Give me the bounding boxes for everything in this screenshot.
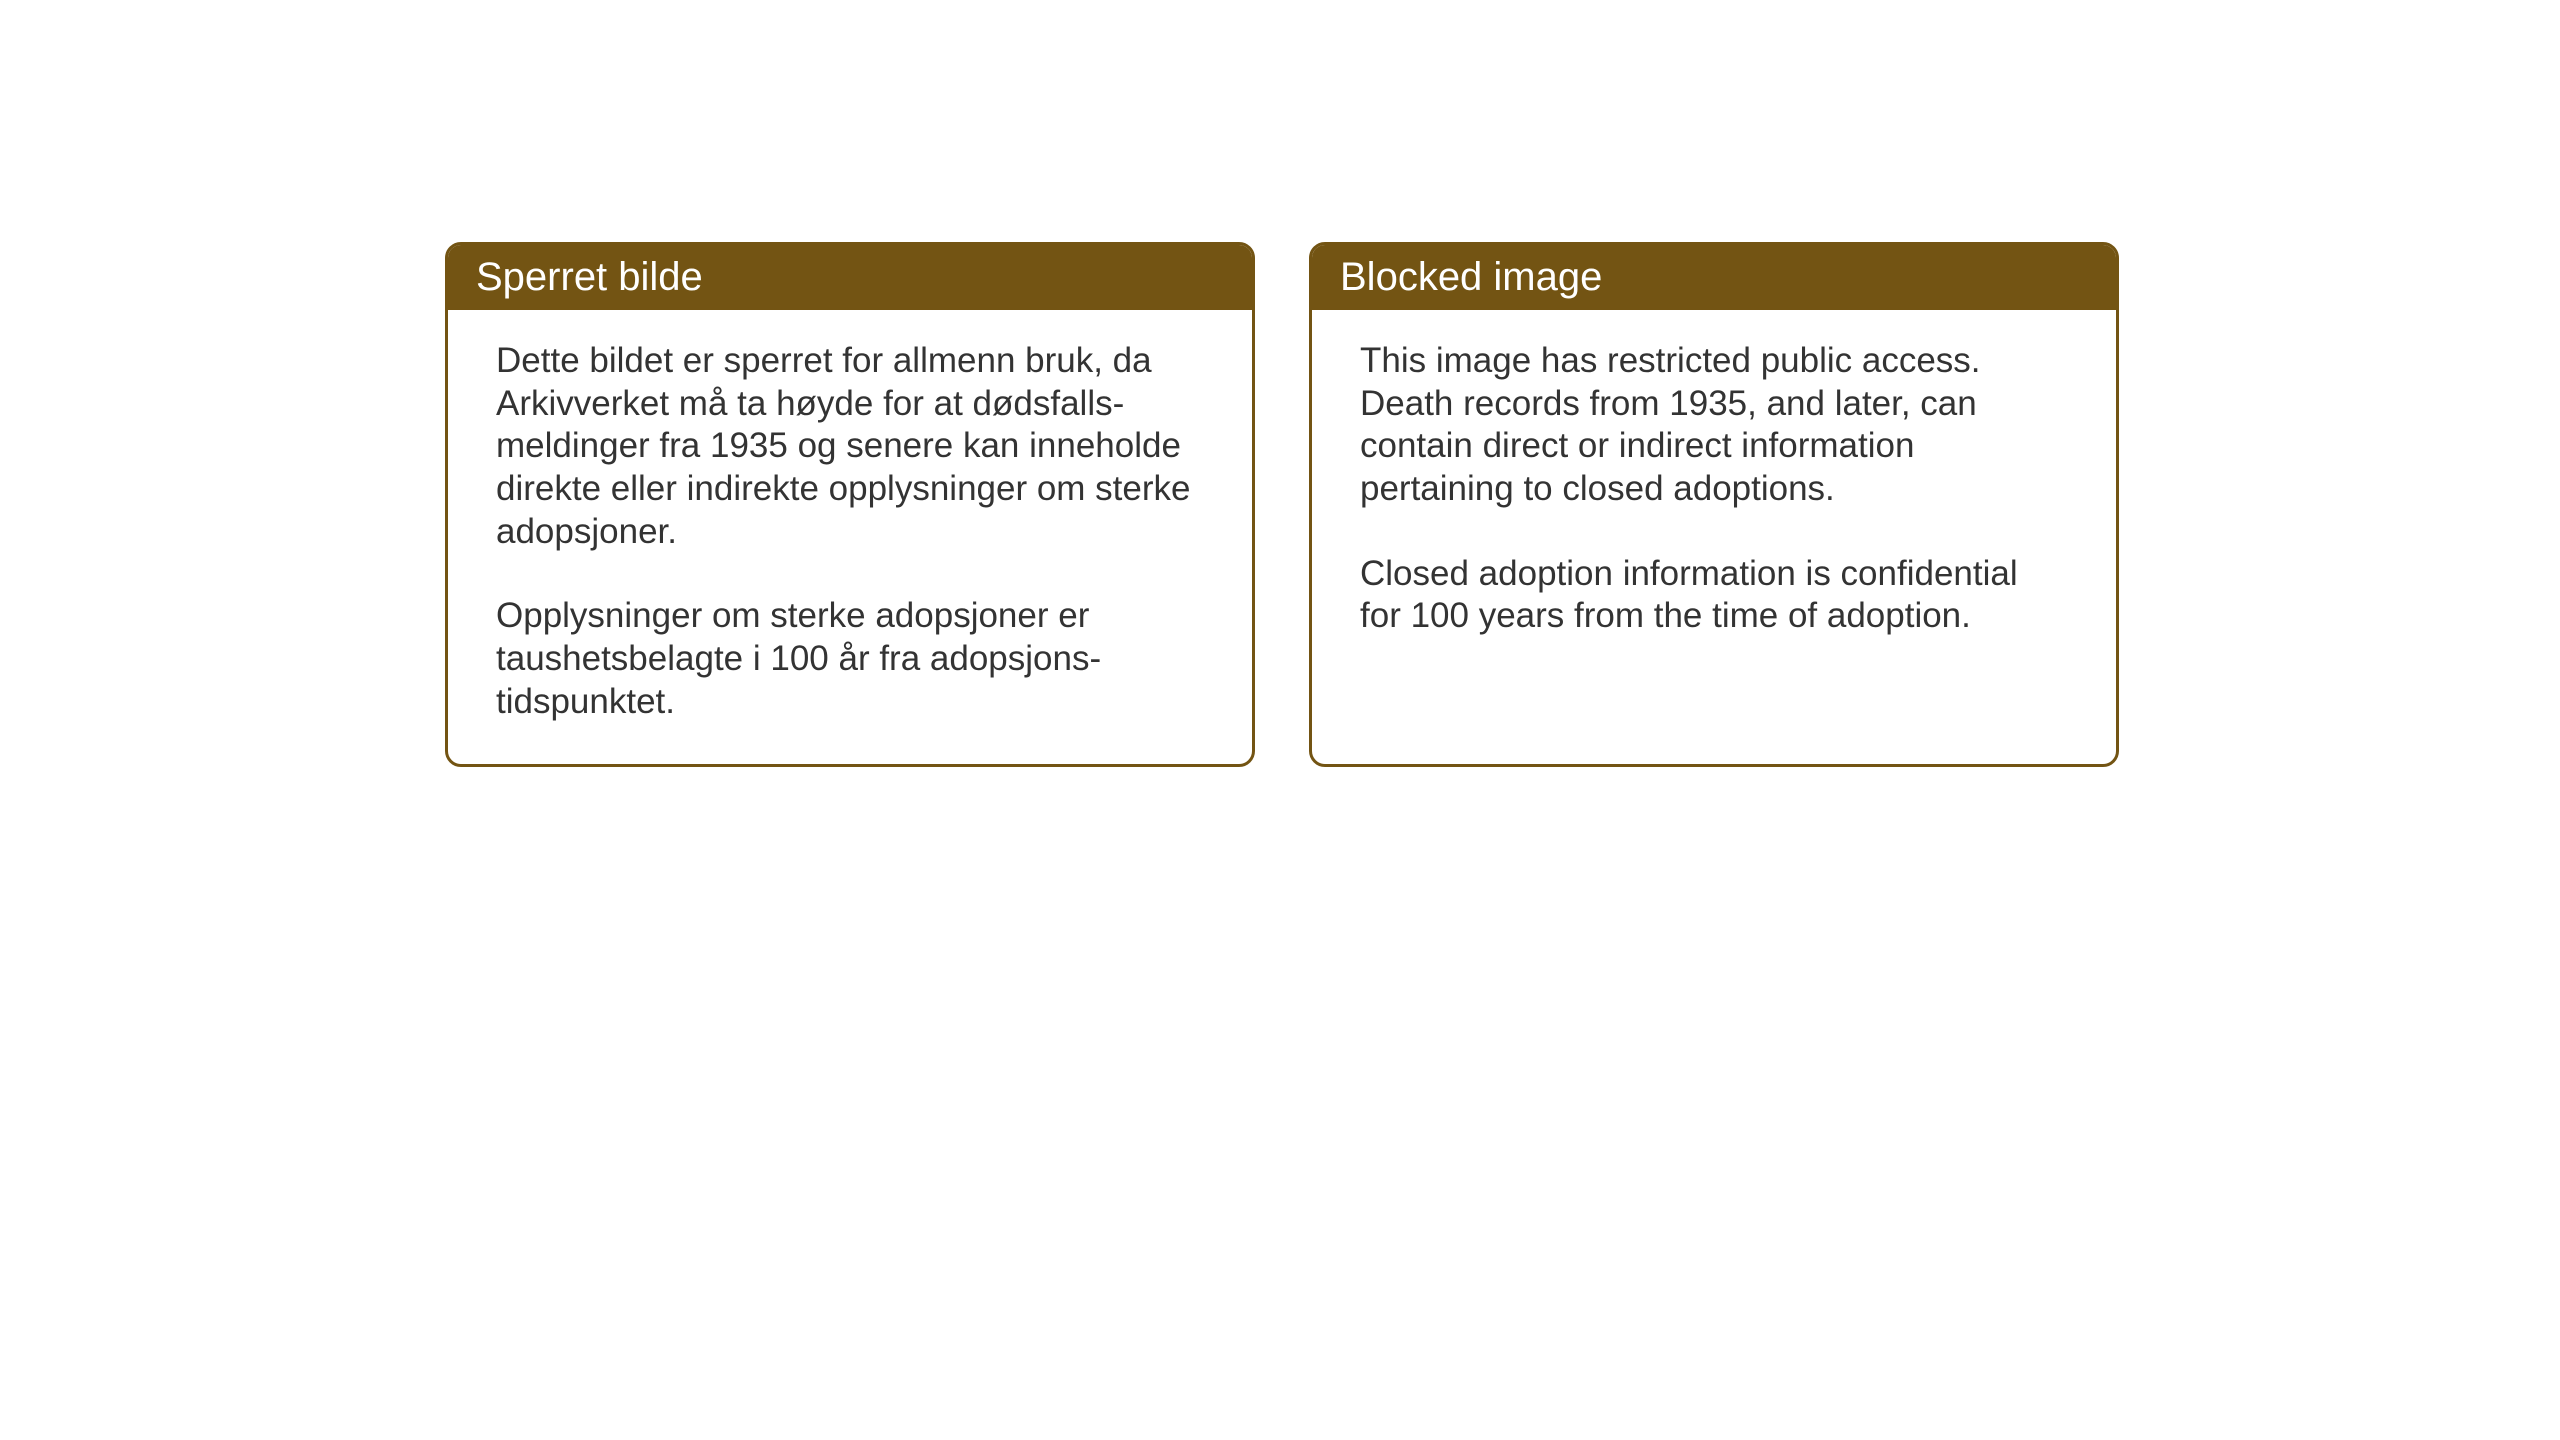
norwegian-notice-card: Sperret bilde Dette bildet er sperret fo…: [445, 242, 1255, 767]
english-notice-card: Blocked image This image has restricted …: [1309, 242, 2119, 767]
norwegian-card-body: Dette bildet er sperret for allmenn bruk…: [448, 310, 1252, 764]
english-paragraph-2: Closed adoption information is confident…: [1360, 553, 2068, 638]
blocked-image-notice-container: Sperret bilde Dette bildet er sperret fo…: [445, 242, 2119, 767]
norwegian-card-title: Sperret bilde: [448, 245, 1252, 310]
english-card-body: This image has restricted public access.…: [1312, 310, 2116, 678]
norwegian-paragraph-2: Opplysninger om sterke adopsjoner er tau…: [496, 595, 1204, 723]
norwegian-paragraph-1: Dette bildet er sperret for allmenn bruk…: [496, 340, 1204, 553]
english-card-title: Blocked image: [1312, 245, 2116, 310]
english-paragraph-1: This image has restricted public access.…: [1360, 340, 2068, 511]
